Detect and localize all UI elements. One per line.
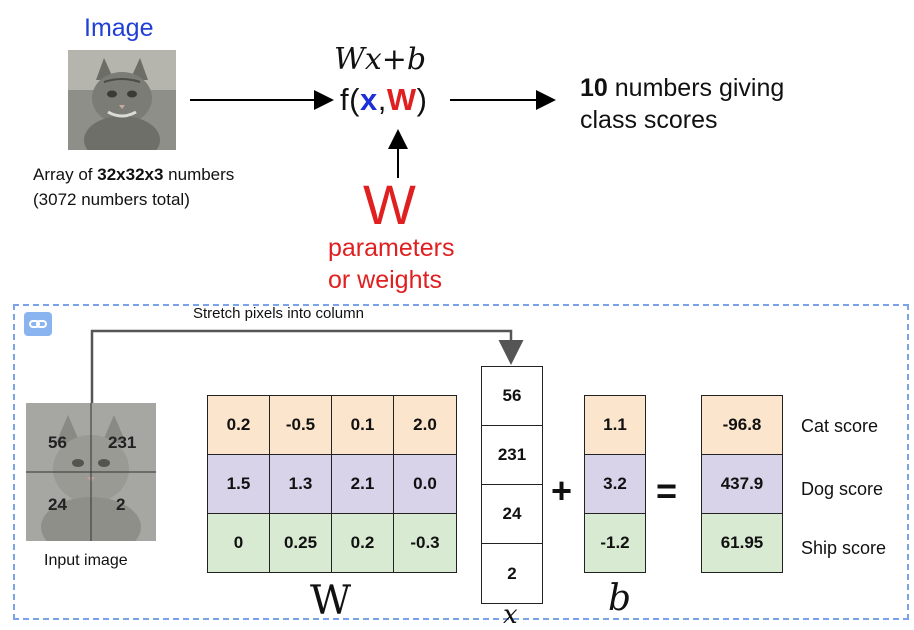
- weight-cell: 0.2: [207, 395, 270, 455]
- example-panel: [13, 304, 909, 620]
- weight-cell: 0.2: [331, 513, 394, 573]
- column-cell: 24: [481, 484, 543, 544]
- output-description: 10 numbers giving class scores: [580, 72, 784, 136]
- weight-cell: 2.0: [393, 395, 457, 455]
- array-caption-line2: (3072 numbers total): [33, 190, 190, 209]
- weight-cell: -0.3: [393, 513, 457, 573]
- weight-cell: 1.3: [269, 454, 332, 514]
- input-image-label: Input image: [44, 552, 128, 569]
- score-column: -96.8 437.9 61.95: [701, 395, 783, 573]
- array-caption: Array of 32x32x3 numbers (3072 numbers t…: [33, 162, 234, 212]
- weights-caption: parameters or weights: [328, 232, 454, 296]
- bias-cell: 3.2: [584, 454, 646, 514]
- weight-matrix: 0.2 -0.5 0.1 2.0 1.5 1.3 2.1 0.0 0 0.25 …: [207, 395, 457, 573]
- weights-symbol: W: [363, 173, 416, 236]
- column-cell: 231: [481, 425, 543, 485]
- array-caption-prefix: Array of: [33, 165, 98, 184]
- stretch-label: Stretch pixels into column: [193, 305, 364, 322]
- score-cell: -96.8: [701, 395, 783, 455]
- handwritten-formula: Wx+b: [334, 42, 427, 77]
- output-line1: numbers giving: [607, 74, 785, 102]
- handwritten-b: b: [608, 578, 632, 619]
- weight-cell: 0: [207, 513, 270, 573]
- array-caption-bold: 32x32x3: [97, 165, 164, 184]
- weights-line2: or weights: [328, 266, 442, 294]
- image-title: Image: [84, 14, 154, 42]
- top-arrows: [190, 90, 556, 178]
- weight-cell: 0.0: [393, 454, 457, 514]
- pixel-value: 231: [108, 433, 137, 452]
- score-cell: 61.95: [701, 513, 783, 573]
- cat-image: [68, 50, 176, 150]
- link-button[interactable]: [24, 312, 52, 336]
- score-cell: 437.9: [701, 454, 783, 514]
- weights-line1: parameters: [328, 234, 455, 262]
- function-prefix: f(: [340, 82, 360, 117]
- weight-cell: 1.5: [207, 454, 270, 514]
- handwritten-w: W: [310, 578, 352, 624]
- score-label-cat: Cat score: [801, 416, 879, 436]
- function-x: x: [359, 82, 378, 117]
- link-icon: [29, 320, 47, 328]
- column-cell: 56: [481, 366, 543, 426]
- output-line2: class scores: [580, 106, 718, 134]
- pixel-value: 24: [48, 495, 67, 514]
- weight-cell: 0.25: [269, 513, 332, 573]
- function-w: W: [386, 82, 417, 117]
- pixel-column: 56 231 24 2: [481, 366, 543, 604]
- array-caption-suffix: numbers: [163, 165, 235, 184]
- pixel-value: 56: [48, 433, 67, 452]
- pixel-value: 2: [116, 495, 126, 514]
- weight-cell: -0.5: [269, 395, 332, 455]
- weight-cell: 0.1: [331, 395, 394, 455]
- input-image: 56 231 24 2: [26, 403, 156, 541]
- handwritten-x: x: [503, 600, 518, 630]
- bias-cell: 1.1: [584, 395, 646, 455]
- score-label-dog: Dog score: [801, 479, 884, 499]
- function-expression: f(x,W): [340, 82, 427, 118]
- score-label-ship: Ship score: [801, 538, 887, 558]
- weight-cell: 2.1: [331, 454, 394, 514]
- equals-sign: =: [656, 470, 678, 511]
- output-count: 10: [580, 74, 608, 102]
- plus-sign: +: [551, 470, 573, 511]
- function-suffix: ): [416, 82, 428, 117]
- column-cell: 2: [481, 543, 543, 604]
- function-comma: ,: [377, 82, 387, 117]
- bias-column: 1.1 3.2 -1.2: [584, 395, 646, 573]
- bias-cell: -1.2: [584, 513, 646, 573]
